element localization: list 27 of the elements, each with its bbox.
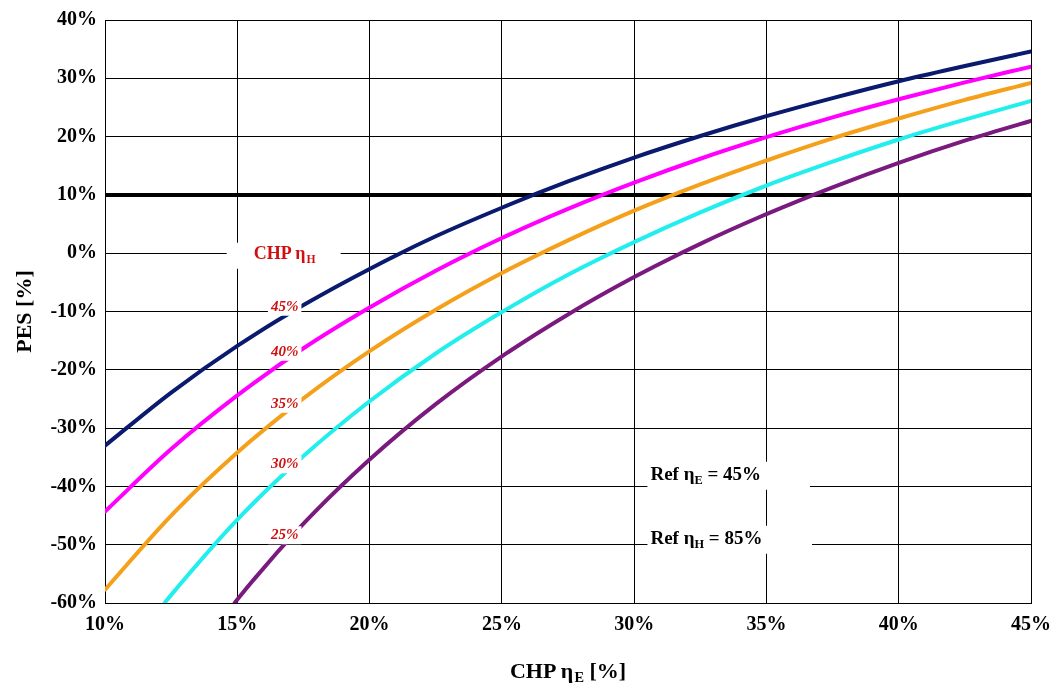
y-tick-label: 20% [57, 123, 98, 146]
x-tick-label: 15% [217, 612, 258, 635]
x-tick-label: 40% [878, 612, 919, 635]
series-label: 35% [269, 394, 299, 411]
series-label: 40% [269, 342, 299, 359]
series-label: 45% [269, 297, 299, 314]
y-tick-label: 30% [57, 65, 98, 88]
y-tick-label: -50% [50, 531, 98, 554]
series-label: 25% [269, 526, 299, 543]
line-series [105, 64, 1031, 514]
y-tick-label: -40% [50, 473, 98, 496]
y-tick-label: -10% [50, 298, 98, 321]
x-tick-label: 20% [349, 612, 390, 635]
x-tick-label: 30% [614, 612, 655, 635]
y-tick-label: 0% [67, 240, 98, 263]
y-tick-label: -20% [50, 356, 98, 379]
y-tick-label: 10% [57, 182, 98, 205]
y-tick-label: -60% [50, 590, 98, 613]
line-series [105, 49, 1031, 448]
y-axis-title: PES [%] [10, 270, 36, 353]
x-tick-label: 10% [85, 612, 126, 635]
x-tick-label: 35% [746, 612, 787, 635]
y-tick-label: -30% [50, 415, 98, 438]
x-tick-label: 45% [1011, 612, 1051, 635]
y-tick-label: 40% [57, 7, 98, 30]
series-label: 30% [269, 455, 299, 472]
x-tick-label: 25% [481, 612, 522, 635]
